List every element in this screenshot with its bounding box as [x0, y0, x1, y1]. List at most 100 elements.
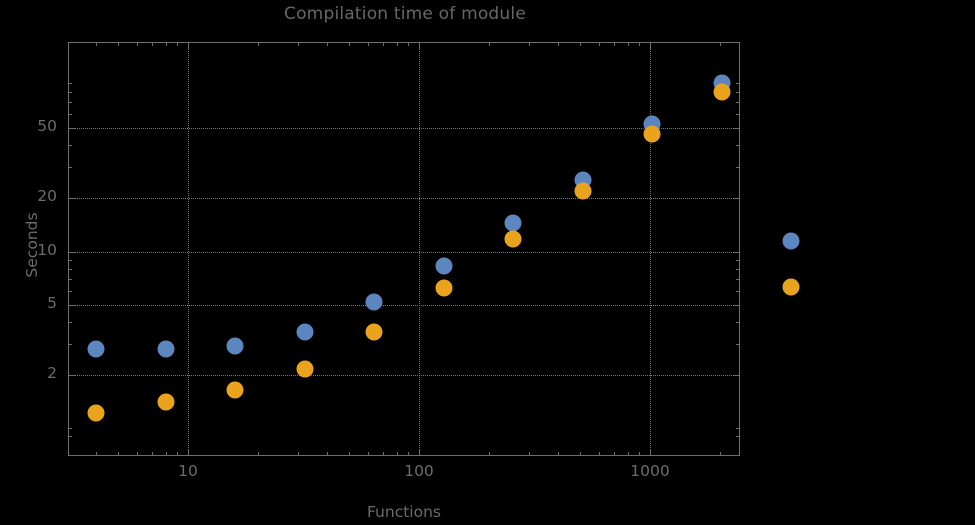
data-point: [504, 230, 522, 248]
y-axis-minor-tick-right: [736, 145, 740, 147]
y-axis-tick: [68, 128, 75, 129]
data-point: [365, 323, 383, 341]
data-point: [435, 279, 453, 297]
y-axis-minor-tick: [68, 321, 72, 323]
gridline-vertical: [650, 42, 651, 456]
x-axis-minor-tick-top: [580, 42, 582, 46]
x-axis-minor-tick: [165, 452, 167, 456]
data-point: [574, 182, 592, 200]
data-point: [226, 381, 244, 399]
x-axis-minor-tick: [488, 452, 490, 456]
data-point: [296, 360, 314, 378]
x-axis-tick-labels: 10 100 1000: [68, 456, 740, 490]
y-axis-minor-tick-right: [736, 91, 740, 93]
x-axis-minor-tick: [136, 452, 138, 456]
x-axis-minor-tick-top: [257, 42, 259, 46]
gridline-horizontal: [68, 128, 740, 129]
x-axis-minor-tick: [627, 452, 629, 456]
y-axis-minor-tick-right: [736, 259, 740, 261]
y-axis-tick-right: [733, 198, 740, 200]
data-point: [504, 214, 522, 232]
plot-frame: [68, 42, 740, 456]
gridline-vertical: [419, 42, 420, 456]
data-point: [713, 83, 731, 101]
x-axis-minor-tick: [327, 452, 329, 456]
x-axis-minor-tick: [298, 452, 300, 456]
y-axis-minor-tick-right: [736, 114, 740, 115]
y-axis-minor-tick: [68, 167, 72, 169]
x-axis-minor-tick-top: [488, 42, 490, 46]
gridline-horizontal: [68, 198, 740, 200]
y-axis-minor-tick-right: [736, 82, 740, 84]
x-axis-minor-tick-top: [177, 42, 179, 46]
x-axis-minor-tick-top: [165, 42, 167, 46]
x-axis-tick-top: [419, 42, 420, 49]
data-point: [157, 393, 175, 411]
y-axis-minor-tick-right: [736, 436, 740, 438]
y-axis-tick: [68, 375, 75, 376]
x-axis-minor-tick: [118, 452, 120, 456]
y-axis-minor-tick: [68, 278, 72, 280]
x-axis-minor-tick: [558, 452, 560, 456]
x-axis-minor-tick-top: [639, 42, 641, 46]
x-tick-label: 100: [404, 462, 434, 480]
y-axis-minor-tick: [68, 428, 72, 430]
y-axis-minor-tick-right: [736, 428, 740, 430]
x-axis-minor-tick-top: [396, 42, 398, 46]
x-axis-minor-tick: [529, 452, 531, 456]
x-axis-minor-tick: [614, 452, 616, 456]
x-axis-tick-top: [650, 42, 651, 49]
y-axis-minor-tick: [68, 343, 72, 345]
x-axis-minor-tick: [367, 452, 369, 456]
gridline-horizontal: [68, 304, 740, 306]
x-axis-minor-tick-top: [118, 42, 120, 46]
y-axis-minor-tick-right: [736, 290, 740, 292]
x-axis-tick-top: [188, 42, 189, 49]
x-axis-minor-tick-top: [367, 42, 369, 46]
data-point: [365, 293, 383, 311]
x-axis-minor-tick-top: [152, 42, 154, 46]
x-axis-minor-tick-top: [614, 42, 616, 46]
x-tick-label: 10: [178, 462, 198, 480]
x-axis-minor-tick: [257, 452, 259, 456]
gridline-vertical: [188, 42, 189, 456]
y-axis-tick-right: [733, 304, 740, 306]
y-axis-minor-tick-right: [736, 102, 740, 104]
data-point: [435, 257, 453, 275]
x-axis-minor-tick: [177, 452, 179, 456]
x-axis-minor-tick: [639, 452, 641, 456]
data-point: [296, 323, 314, 341]
y-axis-minor-tick: [68, 268, 72, 270]
y-axis-tick: [68, 304, 75, 306]
x-axis-minor-tick: [383, 452, 385, 456]
x-axis-minor-tick-top: [327, 42, 329, 46]
x-axis-minor-tick-top: [719, 42, 721, 46]
x-axis-minor-tick-top: [383, 42, 385, 46]
x-axis-tick: [650, 449, 651, 456]
y-axis-label: Seconds: [23, 212, 41, 278]
y-tick-label: 5: [47, 293, 57, 312]
x-axis-minor-tick: [349, 452, 351, 456]
y-axis-minor-tick-right: [736, 268, 740, 270]
data-point: [782, 278, 800, 296]
x-axis-minor-tick: [152, 452, 154, 456]
x-axis-minor-tick-top: [558, 42, 560, 46]
y-axis-minor-tick-right: [736, 321, 740, 323]
x-axis-minor-tick-top: [529, 42, 531, 46]
x-axis-minor-tick-top: [136, 42, 138, 46]
y-axis-tick: [68, 251, 75, 253]
y-axis-minor-tick: [68, 290, 72, 292]
x-axis-minor-tick-top: [96, 42, 98, 46]
y-axis-minor-tick-right: [736, 167, 740, 169]
x-axis-minor-tick-top: [298, 42, 300, 46]
data-point: [643, 125, 661, 143]
y-tick-label: 2: [47, 364, 57, 382]
y-tick-label: 20: [37, 187, 57, 206]
x-axis-minor-tick: [408, 452, 410, 456]
y-axis-minor-tick: [68, 145, 72, 147]
x-axis-label: Functions: [366, 503, 441, 521]
data-point: [782, 232, 800, 250]
gridline-horizontal: [68, 251, 740, 253]
